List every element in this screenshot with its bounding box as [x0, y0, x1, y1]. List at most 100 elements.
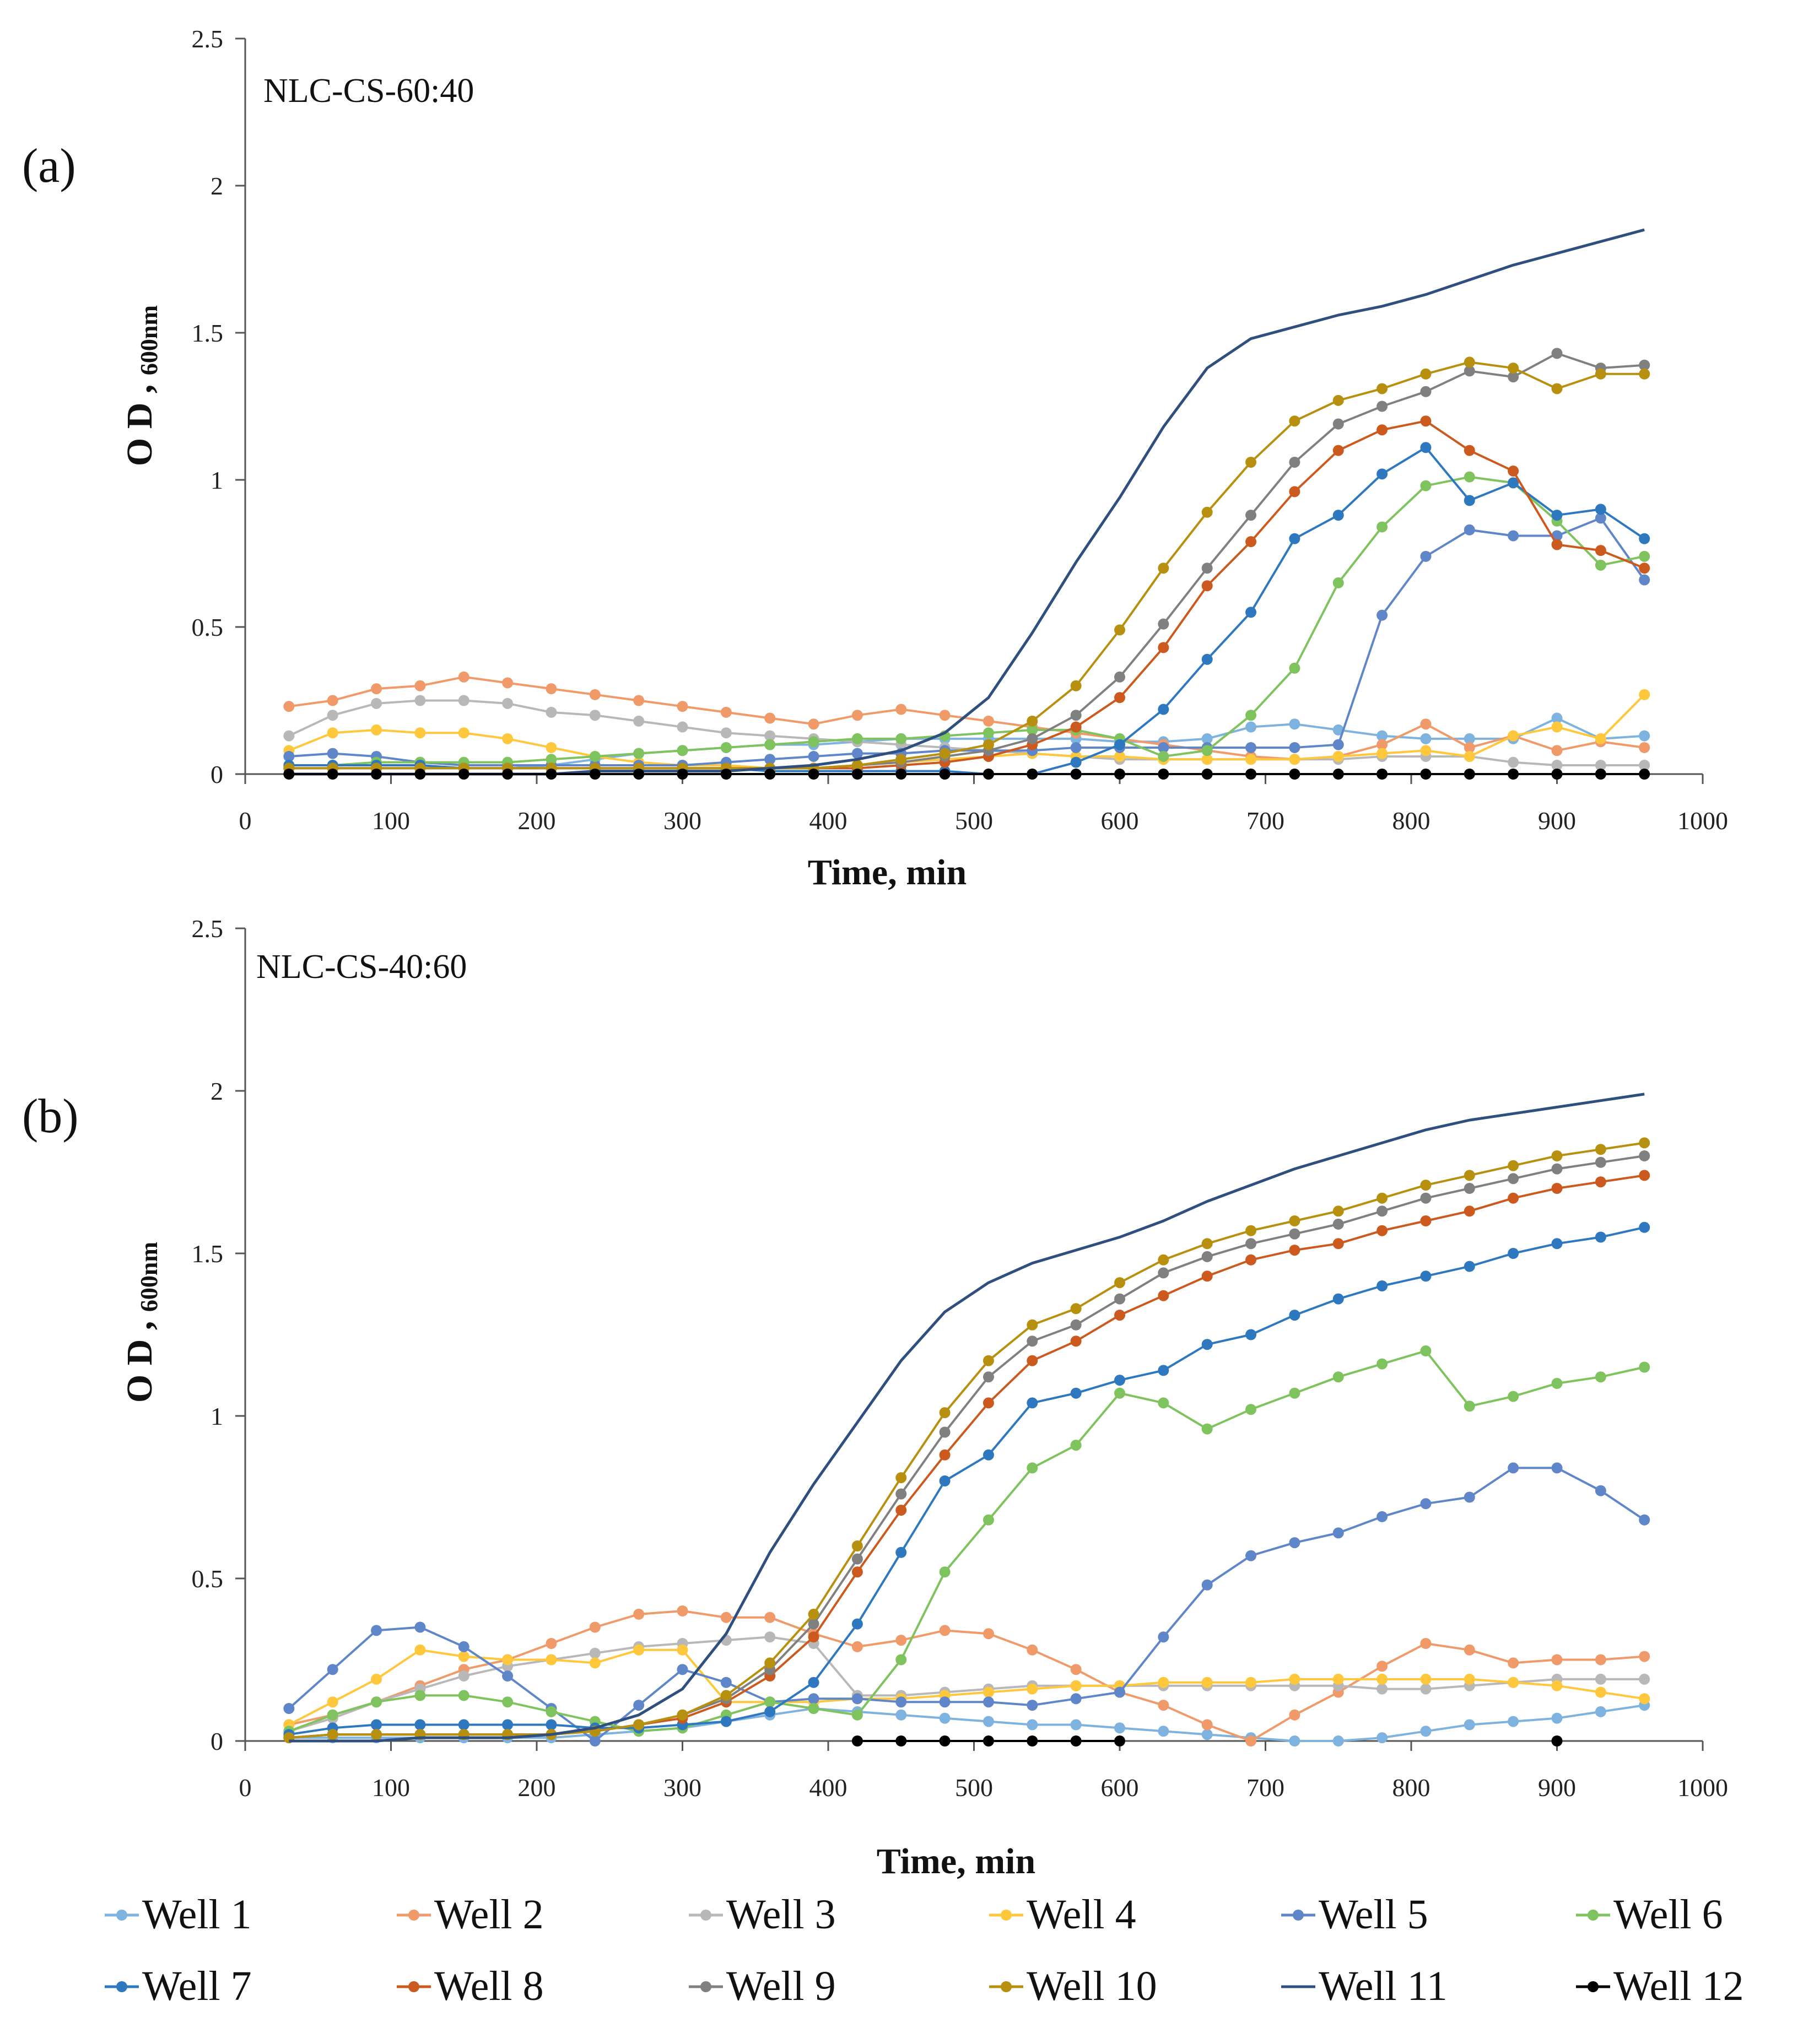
data-point-well-4 [1376, 748, 1388, 759]
data-point-well-9 [1376, 401, 1388, 412]
data-point-well-5 [1070, 742, 1082, 753]
x-tick-label: 800 [1392, 1773, 1430, 1802]
y-tick-label: 1.5 [192, 1240, 224, 1268]
data-point-well-4 [1114, 750, 1125, 762]
data-point-well-10 [1464, 356, 1475, 368]
data-point-well-12 [1508, 769, 1519, 780]
data-point-well-2 [1639, 742, 1650, 753]
data-point-well-12 [764, 769, 776, 780]
data-point-well-10 [1027, 715, 1038, 727]
data-point-well-2 [414, 680, 426, 691]
data-point-well-5 [633, 1700, 645, 1711]
data-point-well-2 [1376, 739, 1388, 750]
data-point-well-10 [1420, 1180, 1432, 1191]
data-point-well-6 [1639, 1361, 1650, 1373]
data-point-well-7 [1027, 1397, 1038, 1409]
data-point-well-6 [1595, 559, 1606, 571]
data-point-well-4 [1158, 1677, 1169, 1688]
data-point-well-8 [1245, 1254, 1257, 1266]
data-point-well-5 [1551, 1462, 1563, 1474]
data-point-well-7 [1114, 1375, 1125, 1386]
x-axis-title: Time, min [808, 852, 967, 893]
data-point-well-12 [720, 769, 732, 780]
x-tick-label: 200 [518, 1773, 556, 1802]
data-point-well-10 [1639, 1137, 1650, 1149]
data-point-well-12 [1114, 1735, 1125, 1746]
data-point-well-4 [983, 1686, 994, 1698]
data-point-well-9 [895, 1488, 907, 1500]
data-point-well-7 [1595, 504, 1606, 515]
data-point-well-1 [1070, 1719, 1082, 1731]
data-point-well-12 [1332, 769, 1344, 780]
data-point-well-1 [1245, 721, 1257, 733]
legend-item-well-12: Well 12 [1576, 1963, 1744, 2009]
legend-label: Well 3 [726, 1891, 836, 1938]
data-point-well-9 [1289, 456, 1300, 468]
legend-label: Well 8 [434, 1963, 544, 2009]
data-point-well-5 [327, 1664, 338, 1675]
data-point-well-6 [1158, 1397, 1169, 1409]
data-point-well-4 [1595, 1686, 1606, 1698]
y-tick-label: 0 [210, 1727, 223, 1755]
data-point-well-12 [895, 769, 907, 780]
x-tick-label: 100 [372, 1773, 410, 1802]
data-point-well-2 [983, 1628, 994, 1640]
legend-swatch-marker [700, 1910, 711, 1921]
data-point-well-4 [1464, 1673, 1475, 1685]
data-point-well-3 [589, 710, 601, 721]
data-point-well-8 [1289, 1245, 1300, 1256]
data-point-well-2 [808, 718, 819, 730]
data-point-well-12 [1070, 1735, 1082, 1746]
data-point-well-10 [371, 1729, 382, 1740]
data-point-well-5 [983, 1696, 994, 1708]
data-point-well-6 [851, 733, 863, 744]
data-point-well-1 [1114, 1722, 1125, 1734]
data-point-well-7 [1508, 477, 1519, 489]
data-point-well-6 [1551, 1378, 1563, 1389]
data-point-well-12 [1376, 769, 1388, 780]
data-point-well-5 [1158, 1631, 1169, 1643]
data-point-well-10 [1114, 1277, 1125, 1289]
series-line-well-4 [288, 1648, 1645, 1726]
legend-swatch-marker [1001, 1981, 1012, 1992]
data-point-well-1 [1158, 1726, 1169, 1737]
data-point-well-10 [1551, 383, 1563, 394]
data-point-well-4 [458, 1651, 469, 1662]
data-point-well-9 [1551, 1163, 1563, 1175]
data-point-well-3 [677, 721, 688, 733]
data-point-well-12 [458, 769, 469, 780]
data-point-well-6 [546, 1706, 557, 1717]
data-point-well-3 [414, 695, 426, 706]
data-point-well-3 [1639, 1673, 1650, 1685]
data-point-well-1 [1201, 733, 1213, 744]
data-point-well-10 [1508, 363, 1519, 374]
data-point-well-7 [502, 1719, 514, 1731]
legend-swatch-marker [1293, 1910, 1304, 1921]
data-point-well-10 [808, 1608, 819, 1620]
data-point-well-5 [1639, 1514, 1650, 1526]
data-point-well-8 [983, 1397, 994, 1409]
y-tick-label: 1 [210, 1402, 223, 1430]
data-point-well-8 [1070, 721, 1082, 733]
data-point-well-8 [1289, 486, 1300, 498]
data-point-well-10 [939, 748, 951, 759]
data-point-well-9 [1551, 348, 1563, 359]
legend-swatch-marker [116, 1910, 127, 1921]
data-point-well-7 [1464, 1261, 1475, 1272]
data-point-well-8 [1332, 1238, 1344, 1250]
data-point-well-8 [1639, 1170, 1650, 1181]
data-point-well-9 [808, 1618, 819, 1630]
series-well-6 [283, 1345, 1650, 1737]
data-point-well-2 [458, 671, 469, 683]
data-point-well-2 [677, 701, 688, 712]
data-point-well-5 [1464, 524, 1475, 536]
data-point-well-7 [1289, 1310, 1300, 1321]
data-point-well-5 [1332, 1527, 1344, 1539]
data-point-well-3 [1508, 756, 1519, 768]
data-point-well-8 [1376, 424, 1388, 436]
data-point-well-2 [1595, 1654, 1606, 1666]
y-axis-title: O D , 600nm [120, 1242, 163, 1403]
data-point-well-9 [1508, 371, 1519, 383]
data-point-well-3 [458, 695, 469, 706]
data-point-well-3 [1595, 1673, 1606, 1685]
